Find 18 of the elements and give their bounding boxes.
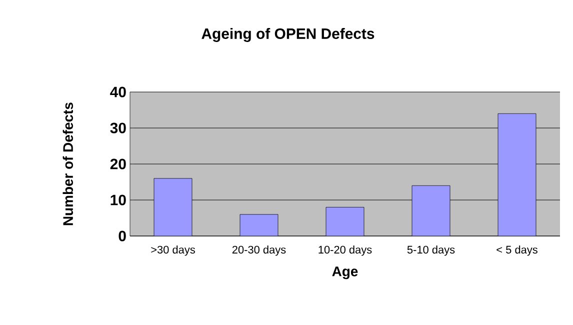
bar	[326, 207, 364, 236]
bar	[240, 214, 278, 236]
bar	[154, 178, 192, 236]
y-tick-label: 0	[118, 230, 126, 242]
x-axis-title: Age	[332, 266, 358, 280]
y-tick-label: 30	[110, 122, 126, 134]
x-tick-label: 10-20 days	[318, 246, 372, 256]
y-tick-label: 40	[110, 86, 126, 98]
y-tick-label: 10	[110, 194, 126, 206]
x-tick-label: >30 days	[151, 246, 195, 256]
bar	[498, 113, 536, 236]
chart-title: Ageing of OPEN Defects	[202, 28, 374, 42]
bar	[412, 185, 450, 236]
x-tick-label: 5-10 days	[407, 246, 455, 256]
y-axis-title: Number of Defects	[62, 102, 74, 226]
x-tick-label: 20-30 days	[232, 246, 286, 256]
y-tick-label: 20	[110, 158, 126, 170]
x-tick-label: < 5 days	[496, 246, 538, 256]
